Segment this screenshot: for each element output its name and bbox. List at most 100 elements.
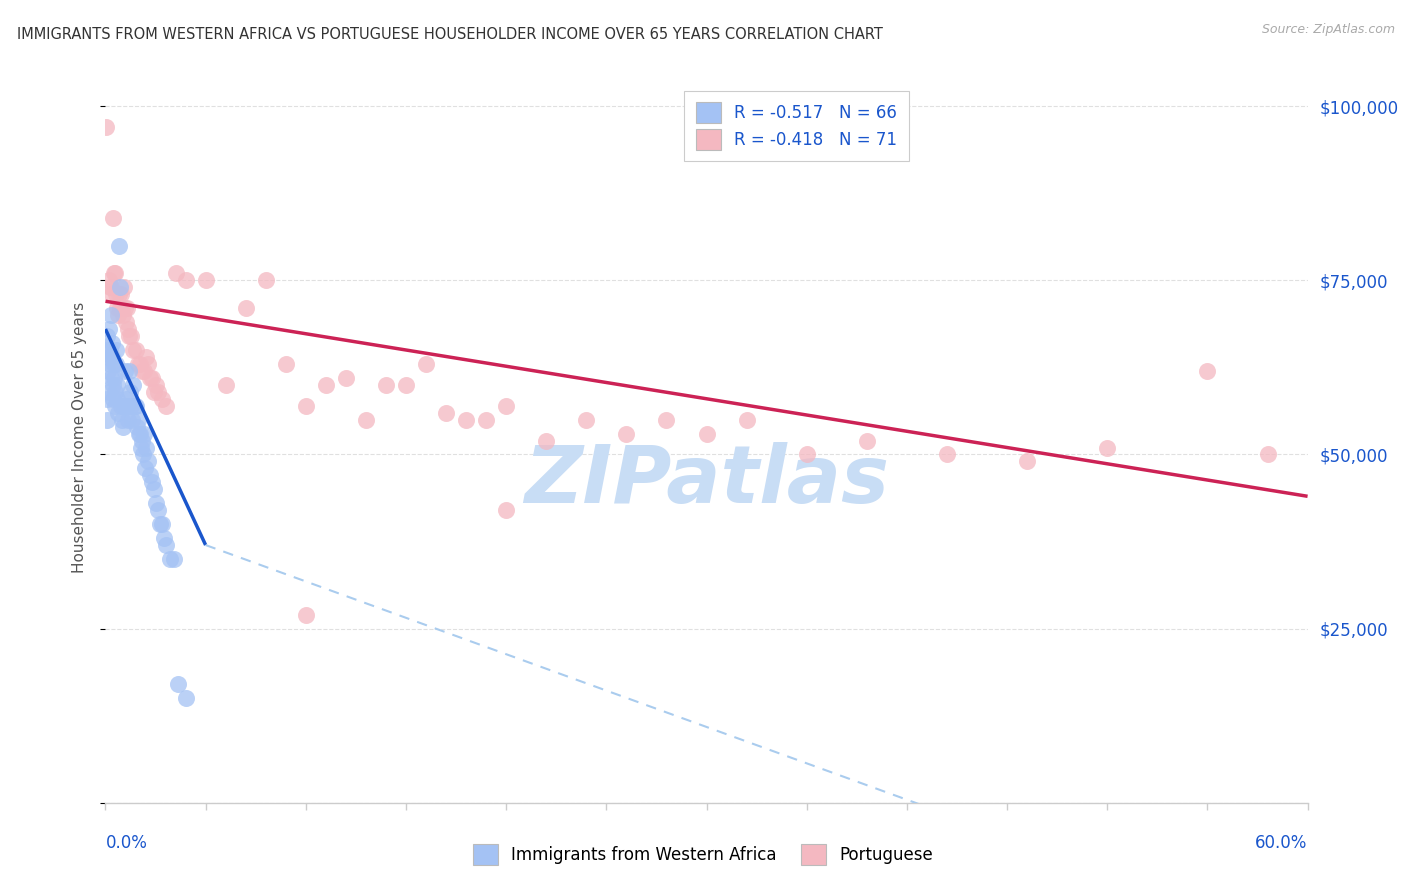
Point bbox=[115, 392, 138, 406]
Point bbox=[103, 266, 125, 280]
Point bbox=[101, 287, 124, 301]
Point bbox=[131, 364, 153, 378]
Point bbox=[121, 329, 143, 343]
Point bbox=[98, 273, 121, 287]
Point bbox=[134, 461, 156, 475]
Point bbox=[155, 399, 177, 413]
Point bbox=[117, 412, 139, 426]
Point bbox=[146, 503, 169, 517]
Point bbox=[118, 329, 141, 343]
Point bbox=[131, 434, 153, 448]
Point bbox=[1097, 441, 1119, 455]
Point bbox=[415, 357, 437, 371]
Point bbox=[107, 392, 129, 406]
Point bbox=[128, 357, 150, 371]
Point bbox=[145, 496, 167, 510]
Point bbox=[1197, 364, 1219, 378]
Point bbox=[112, 419, 135, 434]
Text: ZIPatlas: ZIPatlas bbox=[524, 442, 889, 520]
Point bbox=[117, 322, 139, 336]
Point bbox=[150, 392, 173, 406]
Point bbox=[295, 399, 318, 413]
Point bbox=[125, 419, 148, 434]
Point bbox=[121, 412, 143, 426]
Point bbox=[101, 336, 124, 351]
Point bbox=[936, 448, 959, 462]
Text: 0.0%: 0.0% bbox=[105, 834, 148, 852]
Point bbox=[495, 399, 517, 413]
Point bbox=[100, 357, 122, 371]
Point bbox=[111, 412, 134, 426]
Point bbox=[335, 371, 357, 385]
Point bbox=[114, 364, 136, 378]
Point bbox=[108, 238, 131, 252]
Point bbox=[121, 399, 143, 413]
Point bbox=[155, 538, 177, 552]
Point bbox=[111, 301, 134, 316]
Point bbox=[104, 399, 127, 413]
Point bbox=[315, 377, 337, 392]
Point bbox=[141, 475, 163, 490]
Text: 60.0%: 60.0% bbox=[1256, 834, 1308, 852]
Point bbox=[104, 384, 127, 399]
Point bbox=[131, 448, 153, 462]
Point bbox=[129, 441, 152, 455]
Point bbox=[1017, 454, 1039, 468]
Point bbox=[114, 301, 136, 316]
Point bbox=[194, 273, 217, 287]
Point bbox=[114, 280, 136, 294]
Point bbox=[174, 273, 197, 287]
Point bbox=[127, 357, 149, 371]
Point bbox=[103, 392, 125, 406]
Point bbox=[103, 211, 125, 225]
Point bbox=[108, 287, 131, 301]
Point bbox=[1257, 448, 1279, 462]
Point bbox=[855, 434, 877, 448]
Point bbox=[107, 301, 129, 316]
Point bbox=[214, 377, 236, 392]
Point bbox=[735, 412, 758, 426]
Point bbox=[114, 399, 136, 413]
Point bbox=[575, 412, 598, 426]
Point bbox=[128, 426, 150, 441]
Point bbox=[98, 343, 121, 357]
Point bbox=[138, 468, 160, 483]
Point bbox=[235, 301, 257, 316]
Point bbox=[103, 357, 125, 371]
Point bbox=[165, 266, 187, 280]
Point bbox=[104, 266, 127, 280]
Y-axis label: Householder Income Over 65 years: Householder Income Over 65 years bbox=[72, 301, 87, 573]
Point bbox=[124, 343, 146, 357]
Point bbox=[135, 441, 157, 455]
Point bbox=[454, 412, 477, 426]
Point bbox=[110, 399, 132, 413]
Point bbox=[354, 412, 377, 426]
Point bbox=[142, 384, 165, 399]
Point bbox=[148, 517, 170, 532]
Point bbox=[254, 273, 277, 287]
Point bbox=[274, 357, 297, 371]
Point bbox=[395, 377, 418, 392]
Point bbox=[166, 677, 188, 691]
Point bbox=[146, 384, 169, 399]
Point bbox=[101, 350, 124, 364]
Point bbox=[124, 399, 146, 413]
Point bbox=[98, 384, 121, 399]
Point bbox=[96, 343, 118, 357]
Point bbox=[96, 329, 118, 343]
Text: IMMIGRANTS FROM WESTERN AFRICA VS PORTUGUESE HOUSEHOLDER INCOME OVER 65 YEARS CO: IMMIGRANTS FROM WESTERN AFRICA VS PORTUG… bbox=[17, 27, 883, 42]
Point bbox=[117, 301, 139, 316]
Point bbox=[434, 406, 457, 420]
Point bbox=[115, 315, 138, 329]
Point bbox=[152, 531, 174, 545]
Point bbox=[103, 371, 125, 385]
Point bbox=[135, 350, 157, 364]
Point bbox=[100, 308, 122, 322]
Point bbox=[132, 364, 155, 378]
Point bbox=[534, 434, 557, 448]
Point bbox=[105, 357, 128, 371]
Point bbox=[100, 371, 122, 385]
Point bbox=[98, 322, 121, 336]
Point bbox=[475, 412, 498, 426]
Point bbox=[136, 454, 159, 468]
